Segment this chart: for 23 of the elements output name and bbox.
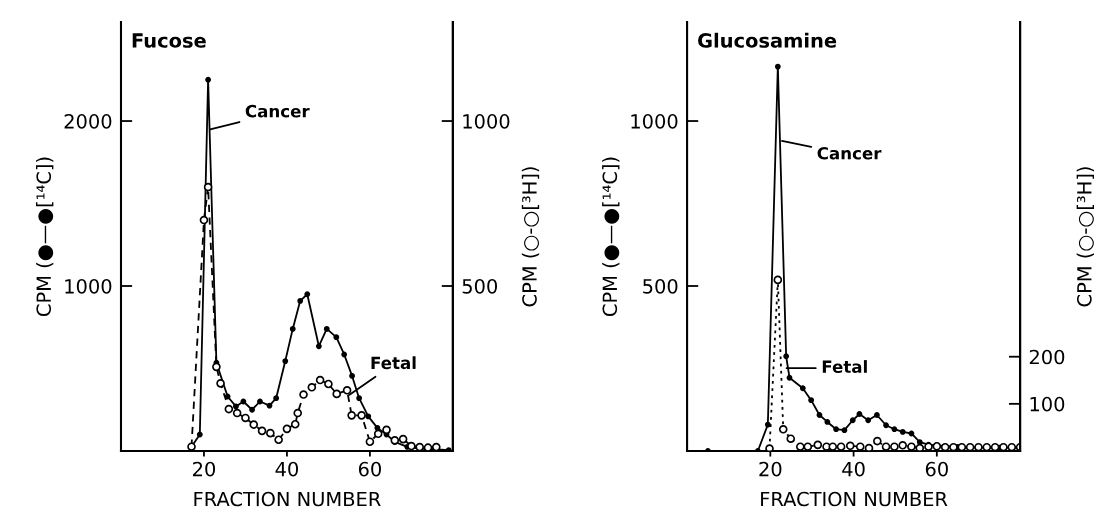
- y-axis-title: CPM (●—●[¹⁴C]): [36, 157, 54, 316]
- chart-title: Fucose: [132, 33, 206, 48]
- x-tick-label: 40: [275, 461, 299, 477]
- x-tick-label: 60: [358, 461, 381, 477]
- x-tick-label: 40: [842, 461, 865, 477]
- x-axis-title: FRACTION NUMBER: [194, 491, 381, 507]
- x-tick-label: 60: [925, 461, 948, 477]
- y2-axis-title: CPM (○-○[³H]): [521, 167, 540, 307]
- annotation: Fetal: [822, 360, 867, 373]
- chart-title: Glucosamine: [698, 32, 837, 48]
- x-tick-label: 20: [759, 461, 782, 477]
- y2-tick-label: 100: [1030, 396, 1065, 412]
- y2-axis-title: CPM (○-○[³H]): [1076, 167, 1094, 307]
- y2-tick-label: 500: [462, 278, 498, 294]
- x-axis-title: FRACTION NUMBER: [761, 491, 948, 507]
- annotation: Cancer: [817, 146, 882, 160]
- y-axis-title: CPM (●—●[¹⁴C]): [602, 157, 620, 316]
- y-tick-label: 2000: [64, 113, 112, 129]
- annotation: Cancer: [245, 104, 310, 118]
- y2-tick-label: 200: [1029, 349, 1065, 365]
- y2-tick-label: 1000: [463, 113, 510, 129]
- x-tick-label: 20: [193, 461, 216, 477]
- annotation: Fetal: [371, 356, 416, 370]
